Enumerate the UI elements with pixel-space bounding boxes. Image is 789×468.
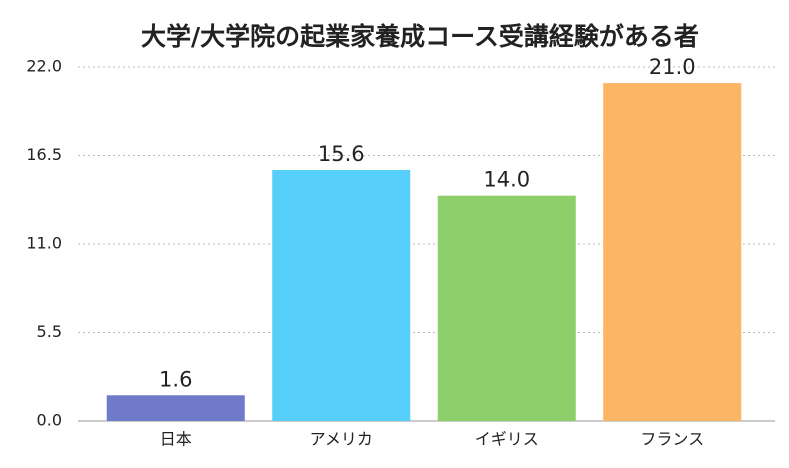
bar [603, 83, 742, 421]
y-tick-label: 22.0 [26, 57, 62, 76]
bar [272, 169, 411, 421]
x-tick-label: アメリカ [310, 430, 373, 449]
y-tick-label: 5.5 [37, 322, 62, 341]
value-label: 21.0 [649, 55, 696, 79]
x-tick-label: イギリス [475, 430, 539, 449]
value-label: 14.0 [483, 168, 530, 192]
value-label: 1.6 [159, 367, 192, 391]
y-tick-label: 0.0 [37, 411, 62, 430]
x-tick-label: フランス [640, 430, 704, 449]
chart-title: 大学/大学院の起業家養成コース受講経験がある者 [141, 22, 699, 51]
y-tick-label: 16.5 [26, 145, 62, 164]
y-tick-label: 11.0 [26, 234, 62, 253]
value-label: 15.6 [318, 142, 365, 166]
bar [106, 395, 245, 421]
bar [437, 195, 576, 421]
x-tick-label: 日本 [160, 430, 192, 449]
